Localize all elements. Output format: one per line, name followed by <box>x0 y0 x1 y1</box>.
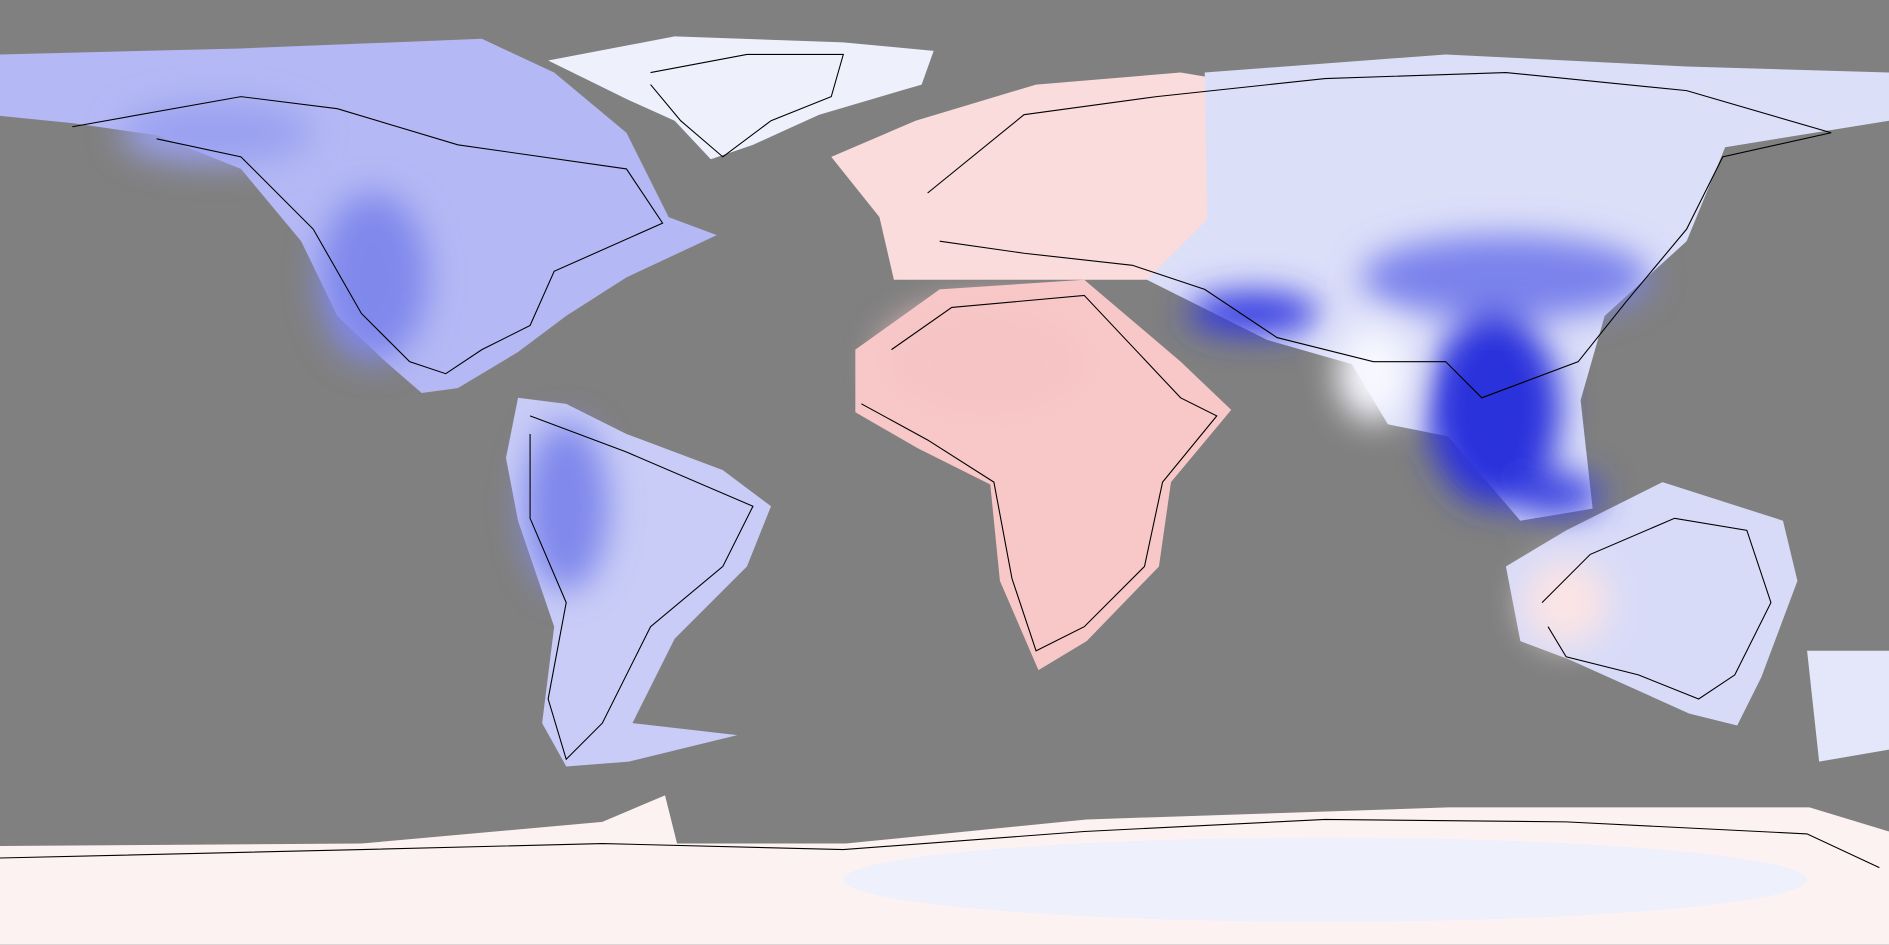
coast-australia <box>1541 517 1772 700</box>
coast-eurasia <box>927 71 1832 399</box>
canada <box>120 102 314 163</box>
rockies <box>319 193 428 362</box>
antarctic-cool <box>843 837 1808 922</box>
china <box>1361 235 1651 320</box>
coast-north-america <box>72 96 664 375</box>
anomaly-shading <box>120 102 1651 645</box>
coast-antarctica <box>0 818 1880 869</box>
sahara <box>879 301 1097 422</box>
se-asia <box>1427 313 1561 507</box>
india <box>1337 325 1410 422</box>
coastlines <box>0 53 1880 869</box>
arabia-band <box>1186 291 1320 336</box>
andes <box>524 421 609 591</box>
australia <box>1505 482 1798 726</box>
greenland <box>548 36 934 160</box>
new-zealand <box>1807 650 1889 762</box>
australia-west <box>1523 560 1609 645</box>
coast-south-america <box>529 415 754 761</box>
indonesia <box>1505 472 1603 516</box>
coast-greenland <box>650 53 845 158</box>
coast-africa <box>861 294 1218 652</box>
